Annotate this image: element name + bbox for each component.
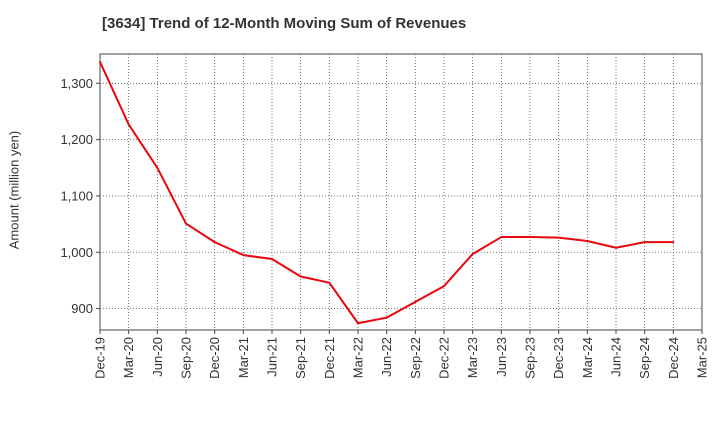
plot-area — [100, 54, 702, 330]
x-tick-label: Jun-20 — [150, 337, 165, 377]
y-axis-ticks: 900 1,000 1,100 1,200 1,300 — [60, 76, 100, 316]
x-tick-label: Sep-20 — [179, 337, 194, 379]
chart-title: [3634] Trend of 12-Month Moving Sum of R… — [102, 15, 467, 32]
x-tick-label: Jun-22 — [379, 337, 394, 377]
x-tick-label: Dec-22 — [437, 337, 452, 379]
x-tick-label: Dec-21 — [322, 337, 337, 379]
x-tick-label: Jun-24 — [609, 337, 624, 377]
series-layer — [99, 60, 675, 325]
x-tick-label: Dec-23 — [551, 337, 566, 379]
x-tick-label: Dec-20 — [207, 337, 222, 379]
x-tick-label: Mar-22 — [351, 337, 366, 378]
x-tick-label: Sep-22 — [408, 337, 423, 379]
x-tick-label: Jun-23 — [494, 337, 509, 377]
y-tick-label: 1,200 — [60, 132, 93, 147]
x-tick-label: Mar-23 — [465, 337, 480, 378]
series-line — [99, 60, 675, 325]
x-axis-ticks: Dec-19 Mar-20 Jun-20 Sep-20 Dec-20 Mar-21 Jun-… — [93, 330, 710, 379]
x-tick-label: Sep-21 — [293, 337, 308, 379]
y-tick-label: 1,300 — [60, 76, 93, 91]
x-tick-label: Sep-23 — [523, 337, 538, 379]
x-tick-label: Sep-24 — [637, 337, 652, 379]
x-tick-label: Dec-24 — [666, 337, 681, 379]
plot-border — [99, 53, 703, 331]
x-tick-label: Mar-20 — [121, 337, 136, 378]
x-tick-label: Jun-21 — [265, 337, 280, 377]
y-tick-label: 1,000 — [60, 245, 93, 260]
x-tick-label: Mar-25 — [695, 337, 710, 378]
y-tick-label: 1,100 — [60, 188, 93, 203]
vertical-gridlines — [128, 54, 674, 330]
y-tick-label: 900 — [71, 301, 93, 316]
x-tick-label: Mar-24 — [580, 337, 595, 378]
x-tick-label: Mar-21 — [236, 337, 251, 378]
x-tick-label: Dec-19 — [93, 337, 108, 379]
